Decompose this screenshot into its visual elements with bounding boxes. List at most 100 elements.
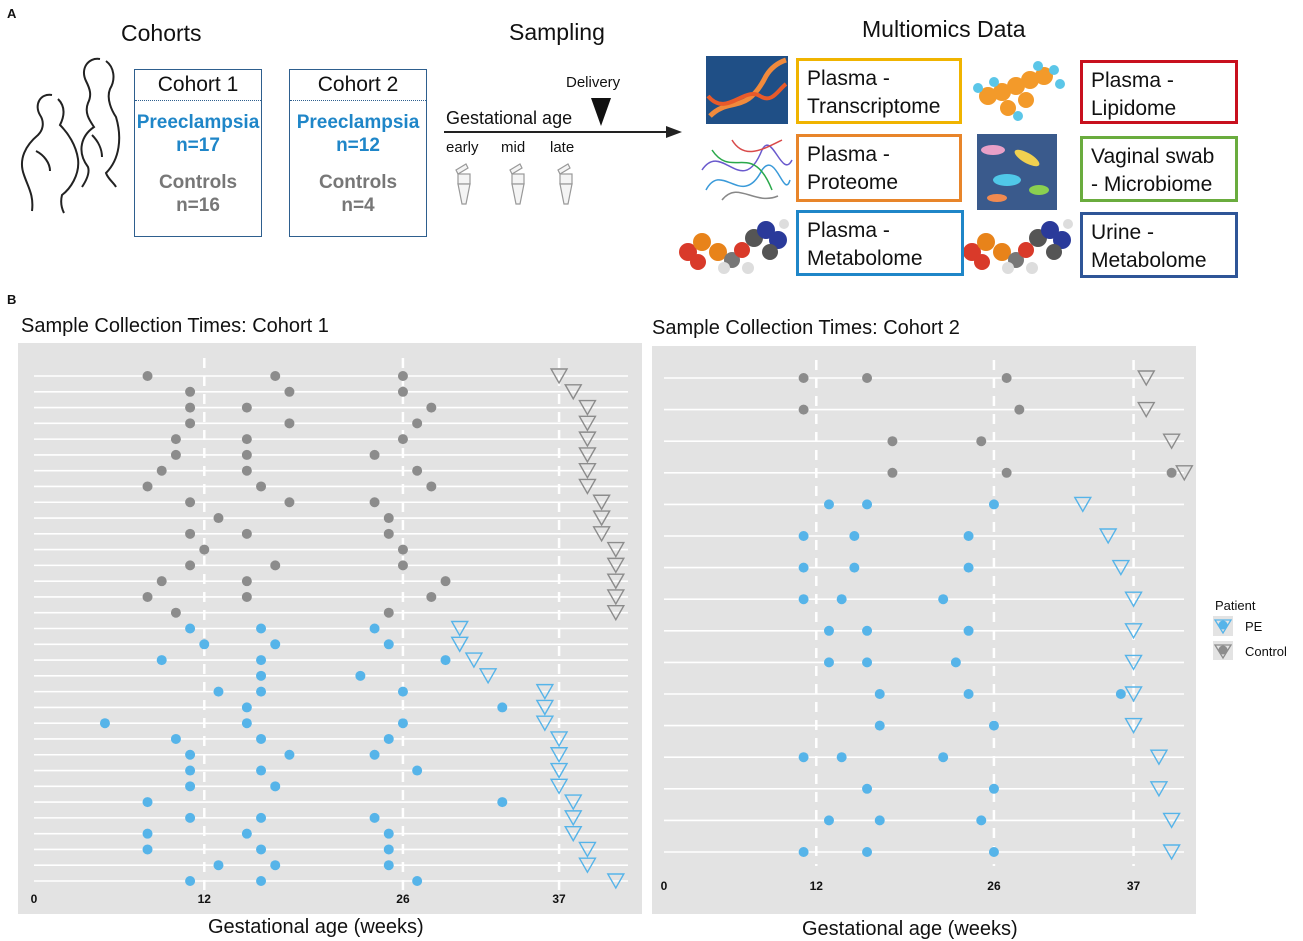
delivery-marker <box>564 810 583 827</box>
sample-point <box>213 860 224 871</box>
sample-point <box>355 670 366 681</box>
sample-point <box>185 749 196 760</box>
sample-point <box>284 749 295 760</box>
legend-key-dot <box>1218 645 1228 655</box>
omics-box-vaginal-microbiome: Vaginal swab - Microbiome <box>1080 136 1238 202</box>
sample-point <box>938 594 949 605</box>
sampling-title: Sampling <box>509 19 605 45</box>
delivery-marker <box>578 415 597 432</box>
sample-point <box>369 497 380 508</box>
sample-point <box>383 860 394 871</box>
lipid-molecule-icon <box>973 61 1065 121</box>
delivery-marker <box>606 541 626 559</box>
omics-box-plasma-lipidome: Plasma - Lipidome <box>1080 60 1238 124</box>
delivery-marker <box>1149 749 1169 766</box>
delivery-marker <box>1124 654 1143 671</box>
timeline-arrow-icon <box>444 126 682 138</box>
sample-point <box>963 625 974 636</box>
sample-point <box>412 876 423 886</box>
sample-point <box>170 434 181 445</box>
sample-point <box>426 402 437 413</box>
x-tick-label: 0 <box>31 892 38 906</box>
delivery-marker <box>1137 401 1156 419</box>
sample-point <box>256 812 267 823</box>
x-tick-label: 37 <box>552 892 566 906</box>
sample-point <box>185 528 196 539</box>
sample-point <box>798 847 809 857</box>
sample-point <box>156 655 167 666</box>
sample-point <box>256 655 267 666</box>
sample-point <box>1166 467 1177 478</box>
delivery-marker <box>578 857 597 874</box>
sample-point <box>241 449 252 460</box>
sample-point <box>823 625 834 636</box>
delivery-marker <box>549 731 569 748</box>
sample-point <box>270 781 281 792</box>
sample-point <box>256 733 267 744</box>
delivery-marker <box>535 699 555 716</box>
sample-point <box>241 434 252 445</box>
sample-point <box>823 815 834 826</box>
sample-point <box>798 373 809 383</box>
delivery-marker <box>549 762 569 779</box>
delivery-marker <box>564 794 583 811</box>
x-tick-label: 26 <box>987 879 1001 893</box>
cohort-2-pe-n: n=12 <box>336 135 380 156</box>
microbiome-icon <box>977 134 1057 210</box>
sample-point <box>383 639 394 650</box>
legend-key-dot <box>1218 620 1228 630</box>
sample-point <box>270 860 281 871</box>
sample-point <box>798 562 809 573</box>
sample-point <box>284 497 295 508</box>
legend-label-pe: PE <box>1245 619 1263 634</box>
sample-point <box>874 720 885 731</box>
x-tick-label: 0 <box>661 879 668 893</box>
sample-point <box>284 386 295 397</box>
sample-point <box>988 847 999 857</box>
x-tick-label: 12 <box>810 879 824 893</box>
sample-point <box>497 797 508 808</box>
dna-helix-icon <box>706 56 788 124</box>
delivery-marker <box>606 873 626 890</box>
sample-point <box>185 781 196 792</box>
delivery-marker <box>1124 686 1143 703</box>
sample-point <box>397 560 408 571</box>
omics-box-plasma-proteome: Plasma - Proteome <box>796 134 962 202</box>
sample-point <box>270 371 281 381</box>
sample-point <box>383 513 394 524</box>
sample-point <box>142 828 153 839</box>
plasma-metabolite-molecule-icon <box>679 219 789 274</box>
delivery-marker <box>1137 370 1156 387</box>
sample-point <box>1001 467 1012 478</box>
sample-point <box>170 607 181 618</box>
delivery-marker <box>606 589 626 606</box>
sample-point <box>270 639 281 650</box>
delivery-marker <box>578 447 597 464</box>
delivery-marker <box>578 462 597 480</box>
gestational-age-label: Gestational age <box>446 108 573 128</box>
sample-point <box>988 720 999 731</box>
x-tick-label: 37 <box>1127 879 1141 893</box>
sample-point <box>383 844 394 855</box>
delivery-marker <box>606 605 626 622</box>
legend-title: Patient <box>1215 598 1256 613</box>
sample-point <box>213 513 224 524</box>
timepoint-mid: mid <box>501 139 526 156</box>
delivery-marker <box>549 368 569 385</box>
delivery-marker <box>578 431 597 448</box>
sample-point <box>213 686 224 697</box>
delivery-marker <box>578 478 597 495</box>
cohort-1-plot-title: Sample Collection Times: Cohort 1 <box>21 315 329 337</box>
delivery-marker <box>1162 812 1181 829</box>
sample-point <box>798 594 809 605</box>
cohort-1-pe-n: n=17 <box>176 135 220 156</box>
sample-point <box>397 434 408 445</box>
sample-point <box>1115 689 1126 699</box>
sample-point <box>241 718 252 729</box>
sample-point <box>383 828 394 839</box>
sample-point <box>256 765 267 776</box>
sample-point <box>185 402 196 413</box>
sample-point <box>256 686 267 697</box>
omics-box-urine-metabolome: Urine - Metabolome <box>1080 212 1238 278</box>
sample-point <box>1001 373 1012 383</box>
